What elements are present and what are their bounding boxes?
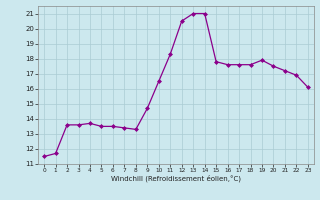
X-axis label: Windchill (Refroidissement éolien,°C): Windchill (Refroidissement éolien,°C)	[111, 175, 241, 182]
